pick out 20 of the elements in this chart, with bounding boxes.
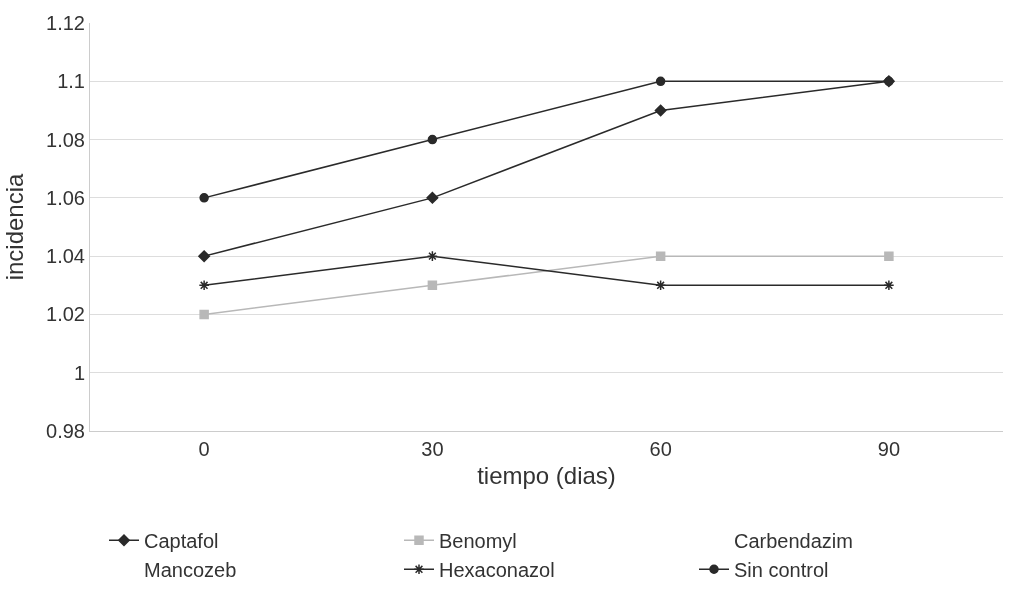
text: Mancozeb — [144, 559, 237, 582]
legend-label: Sin control — [734, 559, 829, 582]
y-tick-label: 1.1 — [57, 70, 85, 93]
y-tick-label: 1 — [73, 361, 85, 384]
x-axis-title: tiempo (dias) — [477, 462, 616, 490]
x-tick-label: 90 — [877, 438, 901, 460]
y-tick-label: 1.12 — [46, 12, 85, 34]
text: Carbendazim — [734, 530, 853, 553]
x-tick-label: 30 — [421, 438, 444, 460]
y-tick-label: 0.98 — [46, 420, 85, 442]
y-axis-title: incidencia — [1, 172, 29, 281]
legend-label: Captafol — [144, 530, 219, 553]
legend-label: Hexaconazol — [439, 559, 555, 582]
y-tick-label: 1.08 — [46, 128, 85, 151]
y-tick-label: 1.06 — [46, 186, 85, 209]
y-tick-label: 1.04 — [46, 245, 85, 268]
x-tick-label: 0 — [198, 438, 210, 460]
x-tick-label: 60 — [649, 438, 672, 460]
y-tick-label: 1.02 — [46, 303, 85, 326]
legend-label: Benomyl — [439, 530, 517, 553]
